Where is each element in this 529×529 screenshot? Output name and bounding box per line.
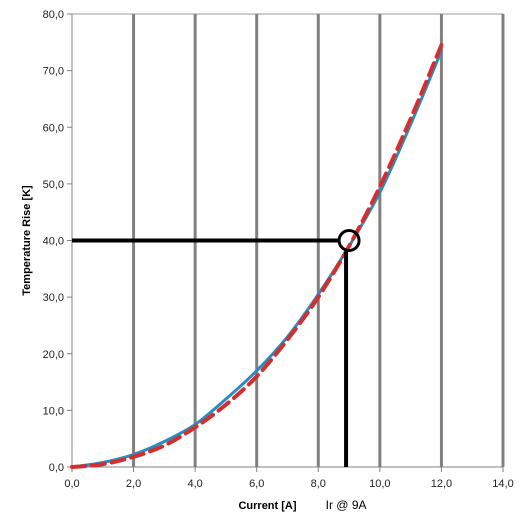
x-tick-label: 4,0 bbox=[187, 478, 202, 490]
y-tick-label: 70,0 bbox=[43, 66, 64, 78]
y-axis-title: Temperature Rise [K] bbox=[21, 185, 33, 296]
series-line-solid bbox=[70, 49, 443, 469]
y-tick-label: 20,0 bbox=[43, 349, 64, 361]
series-line-dashed bbox=[70, 43, 444, 469]
x-tick-label: 6,0 bbox=[249, 478, 264, 490]
x-tick-label: 14,0 bbox=[492, 478, 513, 490]
y-tick-label: 80,0 bbox=[43, 9, 64, 21]
annotation-label: Ir @ 9A bbox=[326, 498, 367, 512]
x-axis-title: Current [A] bbox=[238, 500, 296, 512]
y-tick-label: 40,0 bbox=[43, 236, 64, 248]
annotation-circle bbox=[337, 229, 361, 252]
x-tick-label: 8,0 bbox=[311, 478, 326, 490]
y-tick-label: 10,0 bbox=[43, 405, 64, 417]
x-tick-label: 2,0 bbox=[126, 478, 141, 490]
x-tick-label: 12,0 bbox=[431, 478, 452, 490]
y-tick-label: 30,0 bbox=[43, 292, 64, 304]
y-tick-label: 0,0 bbox=[49, 462, 64, 474]
y-tick-label: 50,0 bbox=[43, 179, 64, 191]
x-tick-label: 0,0 bbox=[64, 478, 79, 490]
x-tick-label: 10,0 bbox=[369, 478, 390, 490]
y-tick-label: 60,0 bbox=[43, 122, 64, 134]
